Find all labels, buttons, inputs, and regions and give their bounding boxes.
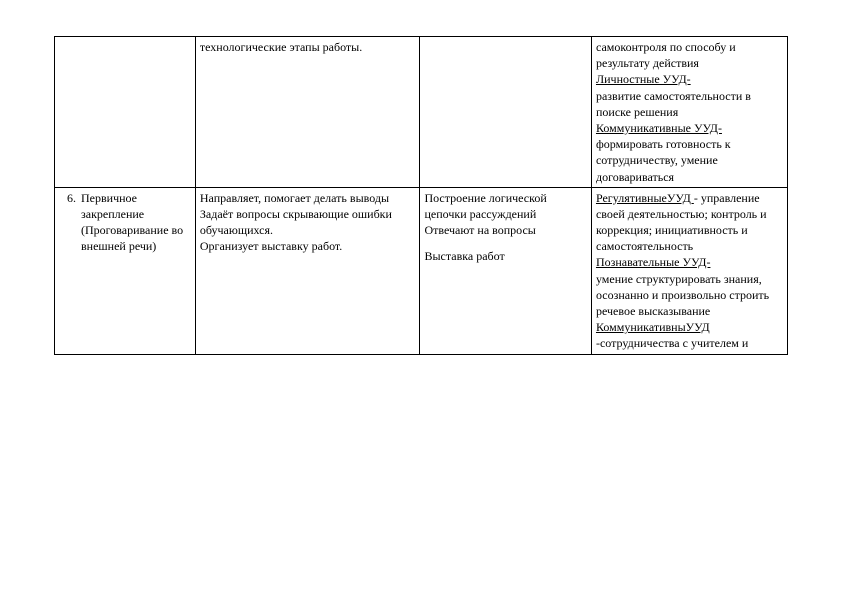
text: Организует выставку работ. — [200, 238, 416, 254]
spacer — [424, 238, 587, 248]
uud-heading: Познавательные УУД- — [596, 254, 783, 270]
stage-list: Первичное закрепление (Проговаривание во… — [59, 190, 191, 255]
page: технологические этапы работы. самоконтро… — [0, 0, 842, 595]
uud-heading: Коммуникативные УУД- — [596, 120, 783, 136]
text: формировать готовность к сотрудничеству,… — [596, 136, 783, 185]
stage-item: Первичное закрепление (Проговаривание во… — [79, 190, 191, 255]
cell-uud: самоконтроля по способу и результату дей… — [591, 37, 787, 188]
uud-heading: РегулятивныеУУД — [596, 191, 694, 205]
table-row: Первичное закрепление (Проговаривание во… — [55, 187, 788, 354]
cell-student-activity: Построение логической цепочки рассуждени… — [420, 187, 592, 354]
lesson-plan-table: технологические этапы работы. самоконтро… — [54, 36, 788, 355]
text: Задаёт вопросы скрывающие ошибки обучающ… — [200, 206, 416, 238]
text: Построение логической цепочки рассуждени… — [424, 190, 587, 222]
uud-heading: Личностные УУД- — [596, 72, 691, 86]
text: самоконтроля по способу и результату дей… — [596, 39, 783, 71]
text: Отвечают на вопросы — [424, 222, 587, 238]
text: развитие самостоятельности в поиске реше… — [596, 88, 783, 120]
text: технологические этапы работы. — [200, 40, 362, 54]
cell-stage: Первичное закрепление (Проговаривание во… — [55, 187, 196, 354]
cell-uud: РегулятивныеУУД - управление своей деяте… — [591, 187, 787, 354]
text: Выставка работ — [424, 248, 587, 264]
text: умение структурировать знания, осознанно… — [596, 271, 783, 320]
cell-teacher-activity: технологические этапы работы. — [195, 37, 420, 188]
text: -сотрудничества с учителем и — [596, 335, 783, 351]
cell-stage — [55, 37, 196, 188]
cell-teacher-activity: Направляет, помогает делать выводы Задаё… — [195, 187, 420, 354]
cell-student-activity — [420, 37, 592, 188]
table-row: технологические этапы работы. самоконтро… — [55, 37, 788, 188]
uud-heading: КоммуникативныУУД — [596, 319, 783, 335]
text: Направляет, помогает делать выводы — [200, 190, 416, 206]
